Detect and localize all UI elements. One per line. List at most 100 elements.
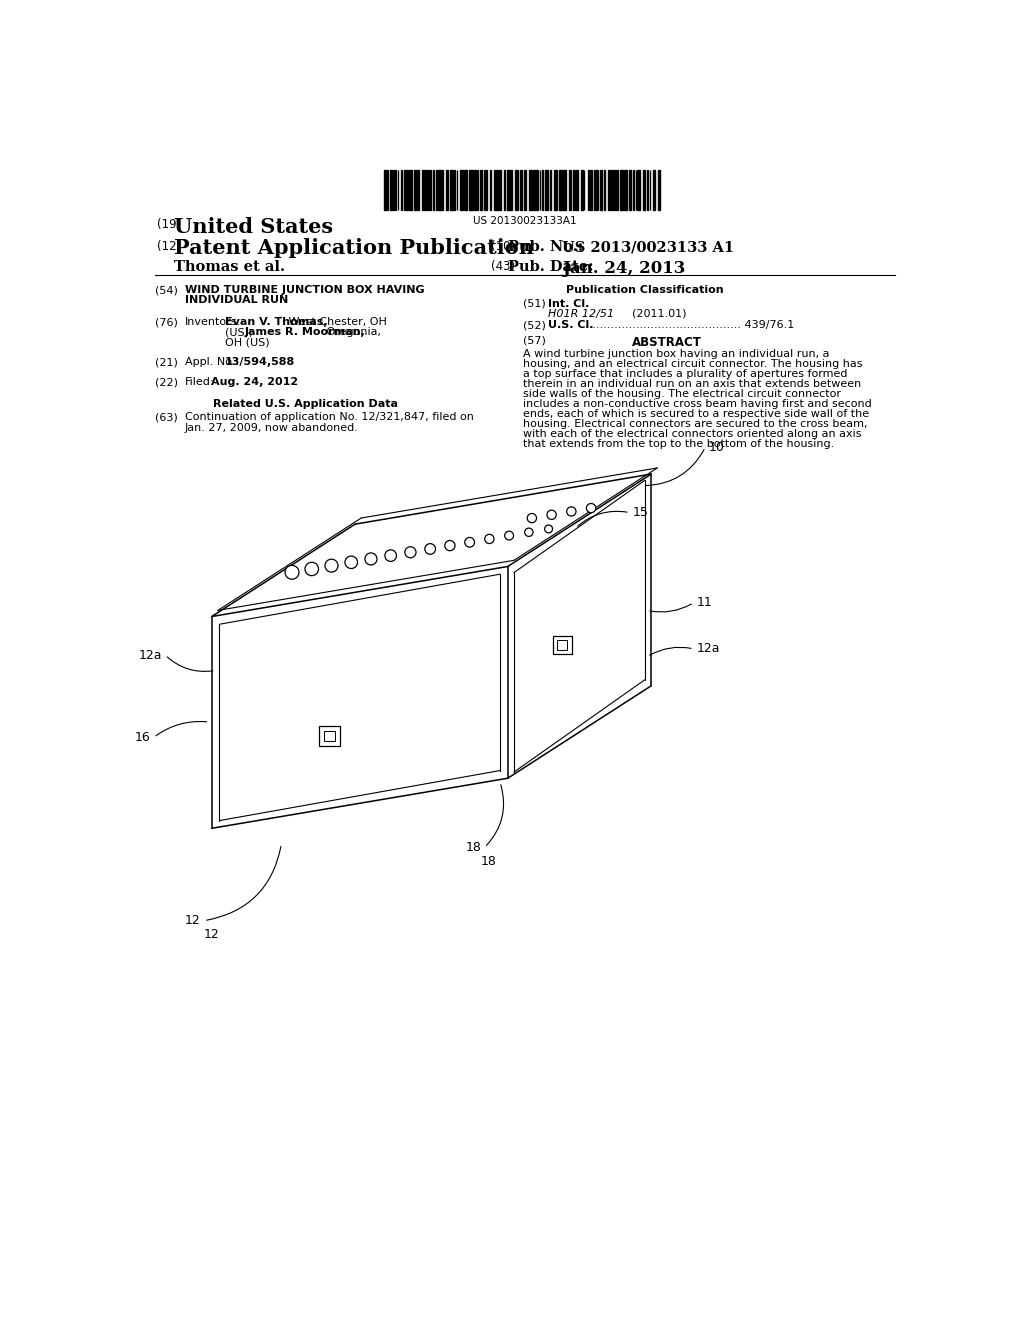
Circle shape [587, 503, 596, 512]
Bar [480, 170, 482, 210]
Circle shape [325, 560, 338, 572]
Text: Aug. 24, 2012: Aug. 24, 2012 [211, 378, 298, 387]
Bar [590, 170, 592, 210]
Text: (43): (43) [490, 260, 515, 273]
Text: OH (US): OH (US) [225, 337, 269, 347]
Bar [394, 170, 396, 210]
Text: Pub. No.:: Pub. No.: [508, 240, 583, 253]
Bar [325, 731, 335, 741]
Circle shape [404, 546, 416, 558]
Text: 10: 10 [709, 441, 724, 454]
Bar [435, 170, 437, 210]
Text: WIND TURBINE JUNCTION BOX HAVING: WIND TURBINE JUNCTION BOX HAVING [184, 285, 424, 296]
Text: 12: 12 [185, 915, 201, 927]
Bar [559, 170, 562, 210]
Bar [624, 170, 627, 210]
Bar [384, 170, 386, 210]
Bar [563, 170, 566, 210]
Bar [387, 170, 388, 210]
Text: 18: 18 [480, 855, 497, 869]
Text: therein in an individual run on an axis that extends between: therein in an individual run on an axis … [523, 379, 861, 389]
Bar [554, 170, 557, 210]
Bar [575, 170, 579, 210]
Text: 16: 16 [135, 731, 151, 744]
Circle shape [305, 562, 318, 576]
Circle shape [527, 513, 537, 523]
Text: A wind turbine junction box having an individual run, a: A wind turbine junction box having an in… [523, 350, 829, 359]
Bar [557, 640, 567, 649]
Text: 11: 11 [697, 597, 713, 610]
Bar [529, 170, 531, 210]
Text: 12a: 12a [138, 648, 162, 661]
Bar [588, 170, 589, 210]
Text: (52): (52) [523, 321, 546, 330]
Bar [545, 170, 548, 210]
Bar [581, 170, 583, 210]
Text: US 2013/0023133 A1: US 2013/0023133 A1 [562, 240, 734, 253]
Bar [414, 170, 417, 210]
Text: Thomas et al.: Thomas et al. [174, 260, 286, 275]
Text: (57): (57) [523, 335, 546, 346]
Text: a top surface that includes a plurality of apertures formed: a top surface that includes a plurality … [523, 370, 848, 379]
Bar [600, 170, 601, 210]
Bar [637, 170, 640, 210]
Bar [451, 170, 453, 210]
Bar [607, 170, 609, 210]
Bar [445, 170, 449, 210]
Text: Jan. 24, 2013: Jan. 24, 2013 [562, 260, 685, 277]
Text: Inventors:: Inventors: [184, 317, 241, 327]
Bar [424, 170, 427, 210]
Bar [614, 170, 616, 210]
Circle shape [385, 550, 396, 561]
Text: 12a: 12a [697, 643, 720, 656]
Bar [610, 170, 613, 210]
Bar [461, 170, 463, 210]
Bar [496, 170, 498, 210]
Text: housing. Electrical connectors are secured to the cross beam,: housing. Electrical connectors are secur… [523, 420, 867, 429]
Bar [524, 170, 526, 210]
Bar [507, 170, 509, 210]
Bar [542, 170, 544, 210]
Text: includes a non-conductive cross beam having first and second: includes a non-conductive cross beam hav… [523, 400, 872, 409]
Text: Jan. 27, 2009, now abandoned.: Jan. 27, 2009, now abandoned. [184, 422, 358, 433]
Bar [410, 170, 412, 210]
Text: United States: United States [174, 216, 334, 236]
Text: 13/594,588: 13/594,588 [225, 358, 295, 367]
Text: US 20130023133A1: US 20130023133A1 [473, 216, 577, 226]
Bar [500, 170, 501, 210]
Text: (22): (22) [155, 378, 178, 387]
Circle shape [425, 544, 435, 554]
Circle shape [365, 553, 377, 565]
Text: Appl. No.:: Appl. No.: [184, 358, 239, 367]
Circle shape [547, 510, 556, 519]
Text: Patent Application Publication: Patent Application Publication [174, 239, 535, 259]
Text: housing, and an electrical circuit connector. The housing has: housing, and an electrical circuit conne… [523, 359, 863, 370]
Text: (76): (76) [155, 317, 178, 327]
Bar [474, 170, 476, 210]
Bar [509, 170, 512, 210]
Bar [407, 170, 408, 210]
Circle shape [545, 525, 553, 533]
Text: 15: 15 [633, 506, 649, 519]
Text: James R. Moorman,: James R. Moorman, [245, 327, 365, 337]
Circle shape [524, 528, 534, 536]
Bar [550, 170, 551, 210]
Circle shape [285, 565, 299, 579]
Text: that extends from the top to the bottom of the housing.: that extends from the top to the bottom … [523, 440, 835, 449]
Text: (21): (21) [155, 358, 178, 367]
Text: ............................................ 439/76.1: ........................................… [578, 321, 794, 330]
Text: U.S. Cl.: U.S. Cl. [548, 321, 594, 330]
Bar [515, 170, 516, 210]
Bar [534, 170, 535, 210]
Circle shape [465, 537, 474, 546]
Text: ends, each of which is secured to a respective side wall of the: ends, each of which is secured to a resp… [523, 409, 869, 420]
Bar [504, 170, 506, 210]
Text: (US);: (US); [225, 327, 256, 337]
Text: West Chester, OH: West Chester, OH [286, 317, 387, 327]
Bar [643, 170, 645, 210]
Text: (19): (19) [158, 218, 181, 231]
Bar [594, 170, 596, 210]
Text: Publication Classification: Publication Classification [566, 285, 724, 296]
Circle shape [484, 535, 494, 544]
Circle shape [345, 556, 357, 569]
